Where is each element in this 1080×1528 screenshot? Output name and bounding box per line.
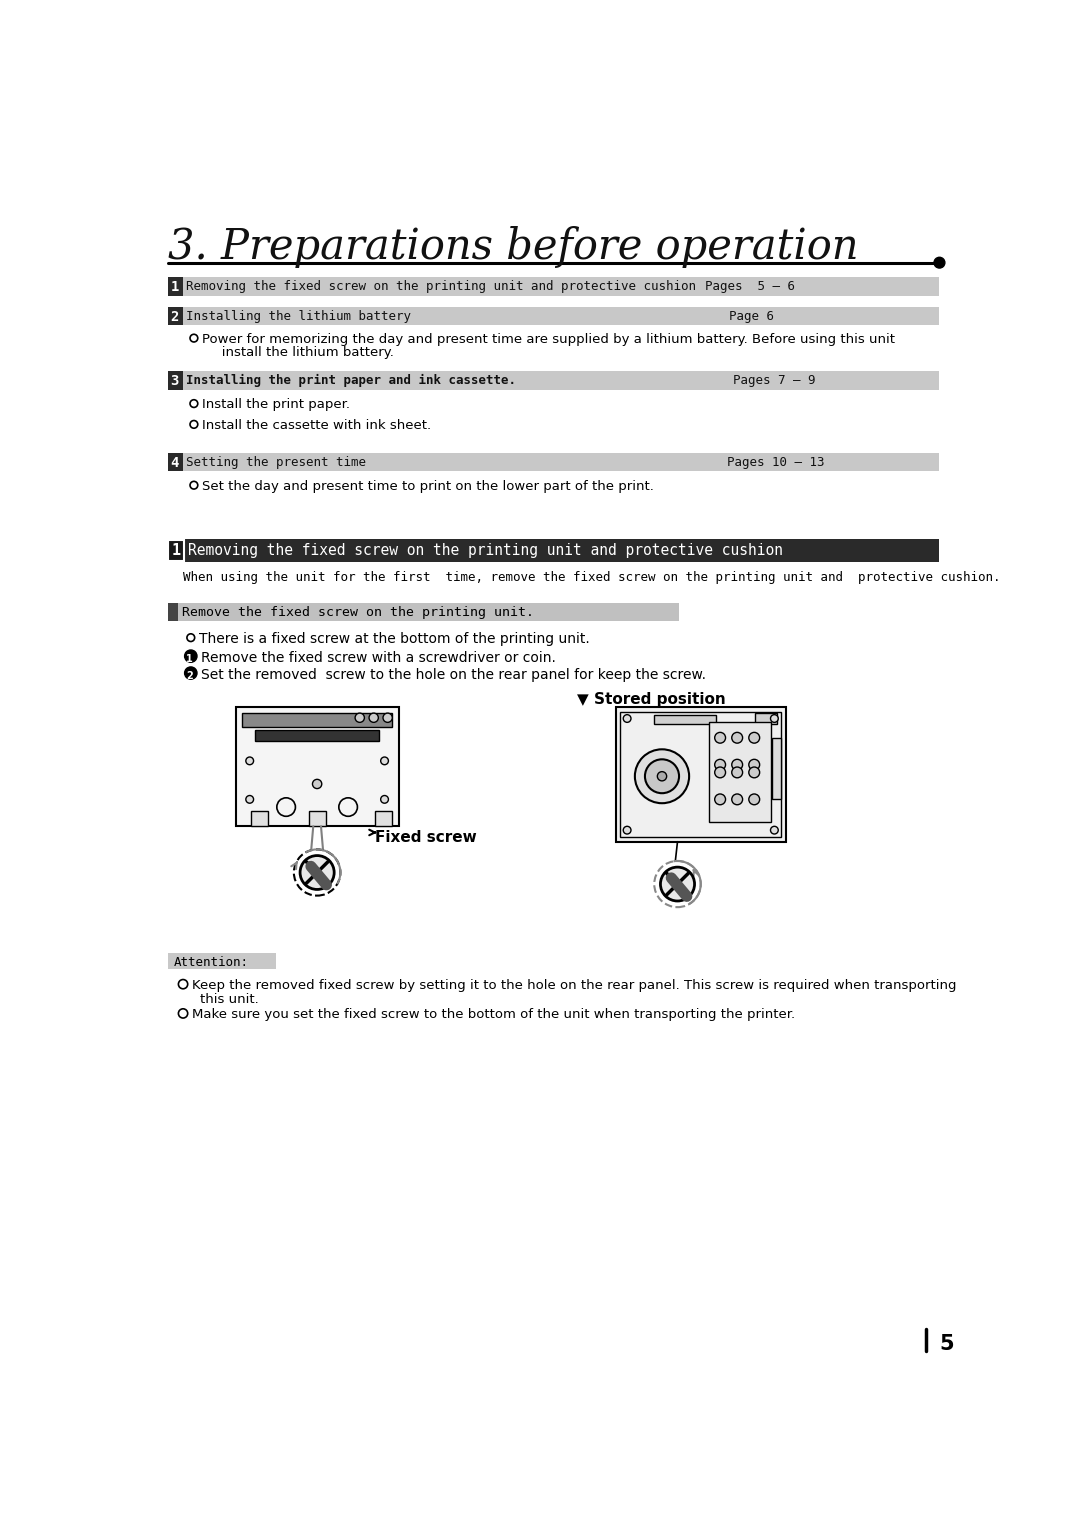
Text: 2: 2 [171, 310, 179, 324]
Circle shape [715, 795, 726, 805]
Bar [616, 707, 786, 842]
Bar [755, 714, 777, 724]
Text: Installing the print paper and ink cassette.: Installing the print paper and ink casse… [186, 374, 516, 388]
Text: Pages 10 – 13: Pages 10 – 13 [727, 455, 825, 469]
Circle shape [748, 732, 759, 743]
Bar [167, 539, 940, 562]
Text: Removing the fixed screw on the printing unit and protective cushion: Removing the fixed screw on the printing… [188, 542, 783, 558]
Text: 3: 3 [171, 374, 179, 388]
Bar [242, 714, 392, 727]
Bar [167, 604, 679, 622]
Text: Pages 7 – 9: Pages 7 – 9 [733, 374, 815, 387]
Bar [168, 539, 184, 561]
Text: 1: 1 [186, 654, 192, 663]
Text: ▼ Stored position: ▼ Stored position [577, 692, 726, 706]
Bar [167, 452, 940, 471]
Circle shape [623, 715, 631, 723]
Circle shape [246, 796, 254, 804]
Text: There is a fixed screw at the bottom of the printing unit.: There is a fixed screw at the bottom of … [199, 633, 590, 646]
Circle shape [770, 715, 779, 723]
Bar [167, 371, 940, 390]
Circle shape [635, 749, 689, 804]
Text: 1: 1 [171, 280, 179, 295]
Circle shape [383, 714, 392, 723]
Circle shape [380, 796, 389, 804]
Circle shape [246, 756, 254, 764]
Text: 3. Preparations before operation: 3. Preparations before operation [167, 226, 858, 267]
Circle shape [380, 756, 389, 764]
Text: When using the unit for the first  time, remove the fixed screw on the printing : When using the unit for the first time, … [183, 570, 1000, 584]
Circle shape [654, 860, 701, 908]
Circle shape [369, 714, 378, 723]
Text: Power for memorizing the day and present time are supplied by a lithium battery.: Power for memorizing the day and present… [202, 333, 894, 345]
Text: Remove the fixed screw with a screwdriver or coin.: Remove the fixed screw with a screwdrive… [201, 651, 556, 665]
Bar [654, 715, 716, 724]
Text: Install the cassette with ink sheet.: Install the cassette with ink sheet. [202, 419, 431, 432]
Bar [167, 307, 940, 325]
Bar [708, 723, 770, 822]
Text: this unit.: this unit. [200, 993, 259, 1005]
Bar [167, 371, 183, 390]
Text: Fixed screw: Fixed screw [375, 830, 477, 845]
Circle shape [732, 795, 743, 805]
Text: Removing the fixed screw on the printing unit and protective cushion: Removing the fixed screw on the printing… [186, 280, 697, 293]
Circle shape [770, 827, 779, 834]
Circle shape [294, 850, 340, 895]
Circle shape [300, 856, 334, 889]
Bar [620, 712, 781, 837]
Text: Setting the present time: Setting the present time [186, 455, 366, 469]
Bar [772, 738, 781, 799]
Bar [167, 307, 183, 325]
Circle shape [748, 795, 759, 805]
Circle shape [732, 759, 743, 770]
Bar [167, 953, 276, 969]
Text: Pages  5 – 6: Pages 5 – 6 [705, 280, 795, 293]
Circle shape [934, 257, 945, 267]
Bar [375, 811, 392, 827]
Circle shape [715, 732, 726, 743]
Text: Page 6: Page 6 [729, 310, 773, 322]
Text: 2: 2 [186, 671, 192, 681]
Bar [235, 707, 399, 827]
Bar [167, 539, 185, 562]
Bar [309, 811, 326, 827]
Circle shape [748, 759, 759, 770]
Text: Install the print paper.: Install the print paper. [202, 399, 350, 411]
Circle shape [715, 759, 726, 770]
Text: Installing the lithium battery: Installing the lithium battery [186, 310, 411, 322]
Circle shape [645, 759, 679, 793]
Text: Keep the removed fixed screw by setting it to the hole on the rear panel. This s: Keep the removed fixed screw by setting … [192, 979, 957, 992]
Circle shape [185, 666, 197, 680]
Circle shape [732, 732, 743, 743]
Circle shape [658, 772, 666, 781]
Text: Attention:: Attention: [174, 955, 248, 969]
Bar [252, 811, 268, 827]
Text: 5: 5 [940, 1334, 954, 1354]
Circle shape [355, 714, 364, 723]
Bar [167, 452, 183, 471]
Bar [167, 277, 940, 296]
Text: Set the day and present time to print on the lower part of the print.: Set the day and present time to print on… [202, 480, 653, 494]
Bar [167, 277, 183, 296]
Text: 4: 4 [171, 455, 179, 471]
Text: install the lithium battery.: install the lithium battery. [210, 345, 394, 359]
Bar [167, 604, 178, 622]
Circle shape [185, 649, 197, 662]
Text: Set the removed  screw to the hole on the rear panel for keep the screw.: Set the removed screw to the hole on the… [201, 668, 706, 681]
Circle shape [748, 767, 759, 778]
Circle shape [312, 779, 322, 788]
Circle shape [623, 827, 631, 834]
Text: 1: 1 [172, 542, 180, 558]
Circle shape [661, 866, 694, 902]
Text: Remove the fixed screw on the printing unit.: Remove the fixed screw on the printing u… [181, 607, 534, 619]
Text: Make sure you set the fixed screw to the bottom of the unit when transporting th: Make sure you set the fixed screw to the… [192, 1008, 796, 1021]
Circle shape [715, 767, 726, 778]
Circle shape [732, 767, 743, 778]
Bar [255, 730, 379, 741]
